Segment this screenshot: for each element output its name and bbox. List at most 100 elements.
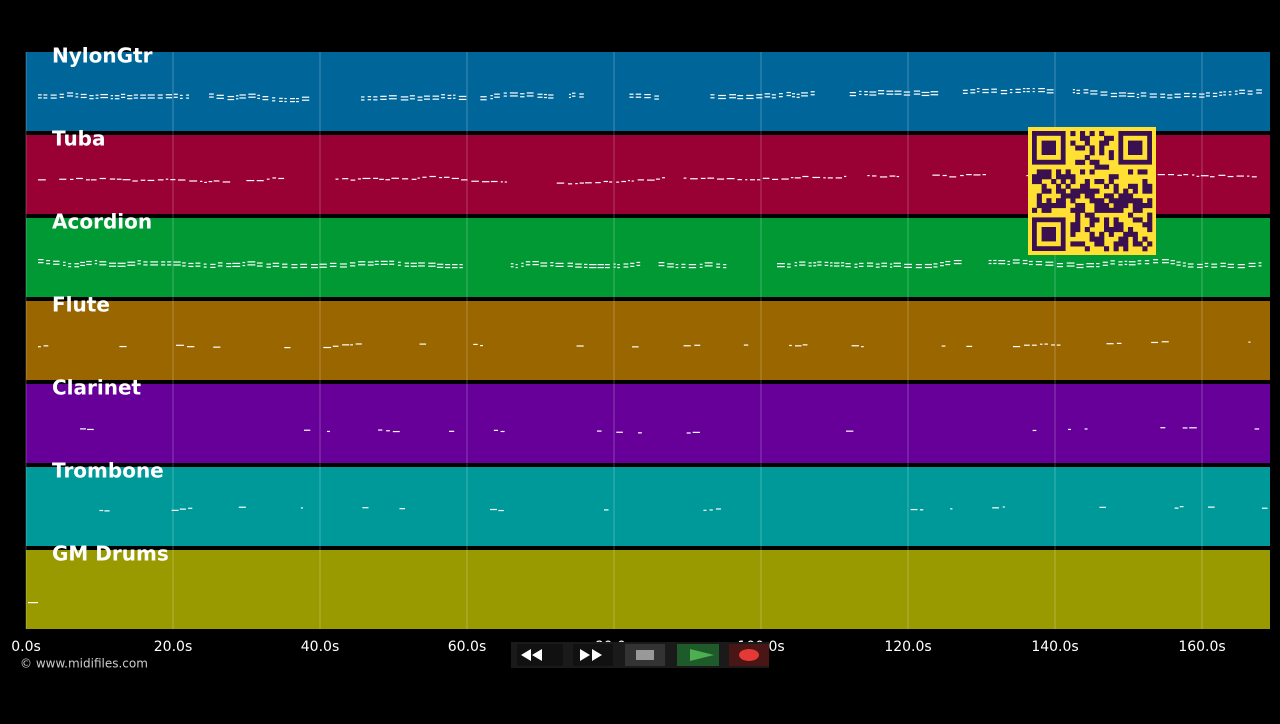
note <box>1204 262 1209 265</box>
time-tick-label: 40.0s <box>301 639 339 655</box>
note <box>419 343 427 345</box>
fast-forward-button[interactable] <box>573 644 613 666</box>
qr-module <box>1036 174 1042 180</box>
note <box>945 260 951 263</box>
play-button[interactable] <box>677 644 719 666</box>
note <box>603 180 609 183</box>
note <box>388 98 397 100</box>
note <box>1084 428 1088 430</box>
note <box>616 181 620 183</box>
note <box>953 262 962 265</box>
note <box>451 267 458 269</box>
note <box>692 431 700 433</box>
note <box>886 90 894 92</box>
note <box>1000 89 1008 92</box>
qr-module <box>1060 198 1066 204</box>
note <box>59 178 67 180</box>
note <box>1051 344 1055 346</box>
note <box>1056 265 1064 268</box>
note <box>1045 261 1054 263</box>
note <box>66 95 74 97</box>
note <box>636 264 641 267</box>
rewind-button[interactable] <box>517 644 563 666</box>
time-tick-label: 60.0s <box>448 639 486 655</box>
qr-module <box>1080 241 1086 247</box>
note <box>503 92 507 94</box>
note <box>447 97 452 100</box>
note <box>950 508 953 510</box>
qr-module <box>1108 227 1114 233</box>
note <box>68 263 72 265</box>
note <box>140 97 146 99</box>
note <box>510 263 514 265</box>
note <box>195 262 201 264</box>
note <box>441 97 445 99</box>
qr-finder <box>1041 140 1056 155</box>
stop-button[interactable] <box>625 644 665 666</box>
note <box>1009 91 1013 94</box>
note <box>632 346 639 348</box>
note <box>238 506 246 508</box>
note <box>1076 92 1081 94</box>
note <box>833 265 840 267</box>
note <box>776 266 785 268</box>
note <box>436 266 444 268</box>
note <box>110 95 114 97</box>
note <box>871 175 877 177</box>
note <box>854 266 858 268</box>
note <box>1187 263 1194 265</box>
qr-module <box>1065 174 1071 180</box>
note <box>1192 174 1195 176</box>
note <box>80 93 87 96</box>
record-button[interactable] <box>729 644 769 666</box>
note <box>300 263 308 265</box>
note <box>723 264 727 266</box>
note <box>604 264 610 266</box>
qr-module <box>1123 241 1129 247</box>
note <box>525 264 531 266</box>
note <box>373 177 379 179</box>
note <box>480 344 483 347</box>
qr-module <box>1070 241 1076 247</box>
note <box>380 260 388 262</box>
note <box>1038 91 1045 93</box>
note <box>256 262 263 264</box>
note <box>165 178 169 180</box>
qr-module <box>1041 183 1047 189</box>
qr-module <box>1080 135 1086 141</box>
note <box>209 93 214 95</box>
qr-module <box>1075 193 1081 199</box>
note <box>1124 260 1128 262</box>
qr-module <box>1142 203 1148 209</box>
note <box>540 265 548 267</box>
qr-module <box>1051 179 1057 185</box>
note <box>80 428 86 430</box>
qr-module <box>1084 188 1090 194</box>
note <box>875 263 880 265</box>
note <box>1083 92 1089 94</box>
note <box>993 259 997 262</box>
note <box>824 264 829 266</box>
note <box>799 261 806 263</box>
note <box>378 429 383 431</box>
note <box>1118 92 1127 94</box>
note <box>683 345 691 347</box>
note <box>1012 259 1020 261</box>
note <box>108 265 117 267</box>
note <box>429 175 436 178</box>
qr-module <box>1075 145 1081 151</box>
note <box>854 263 858 265</box>
note <box>1022 262 1028 265</box>
qr-module <box>1113 217 1119 223</box>
note <box>195 265 201 267</box>
note <box>795 345 802 347</box>
note <box>864 91 868 93</box>
note <box>771 94 776 96</box>
qr-module <box>1070 231 1076 237</box>
note <box>940 262 944 264</box>
note <box>173 96 178 98</box>
qr-module <box>1108 198 1114 204</box>
qr-module <box>1147 222 1153 228</box>
qr-module <box>1108 179 1114 185</box>
qr-module <box>1132 231 1138 237</box>
